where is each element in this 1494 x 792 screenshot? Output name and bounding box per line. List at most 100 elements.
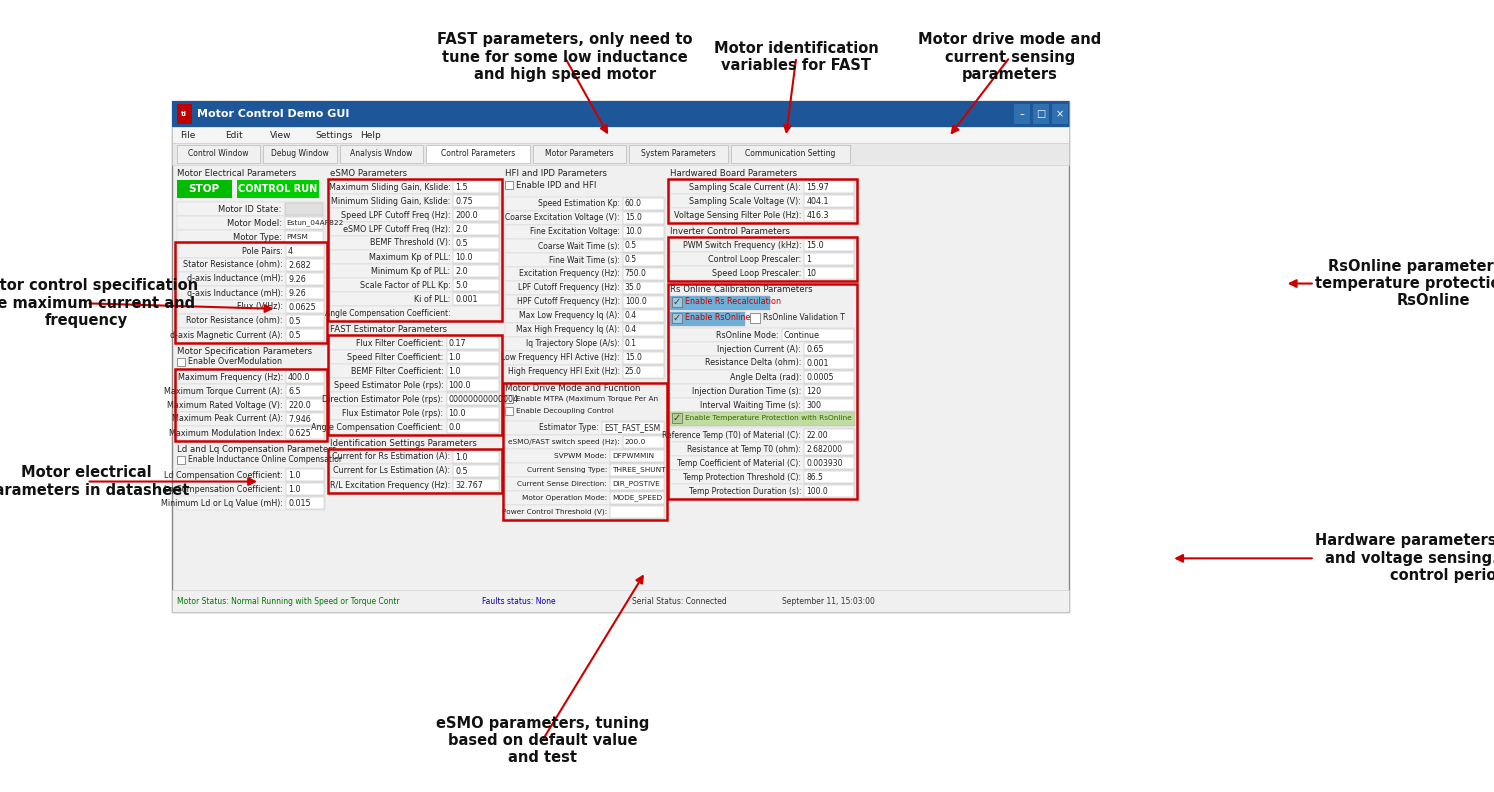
- Bar: [505, 491, 665, 505]
- Bar: [623, 338, 663, 350]
- Text: Direction Estimator Pole (rps):: Direction Estimator Pole (rps):: [323, 394, 444, 403]
- Text: Sampling Scale Current (A):: Sampling Scale Current (A):: [689, 182, 801, 192]
- Text: EST_FAST_ESM: EST_FAST_ESM: [604, 424, 660, 432]
- Text: 0.5: 0.5: [456, 238, 468, 247]
- Bar: [623, 240, 663, 252]
- Bar: [731, 145, 850, 163]
- Text: ✓: ✓: [672, 313, 681, 323]
- Text: RsOnline parameters and
temperature protection with
RsOnline: RsOnline parameters and temperature prot…: [1315, 259, 1494, 308]
- Bar: [669, 442, 855, 456]
- Bar: [533, 145, 626, 163]
- Bar: [330, 420, 500, 434]
- Bar: [176, 468, 326, 482]
- Text: Identification Settings Parameters: Identification Settings Parameters: [330, 439, 477, 448]
- Text: eSMO Parameters: eSMO Parameters: [330, 169, 408, 178]
- Text: Analysis Wndow: Analysis Wndow: [350, 150, 412, 158]
- Text: System Parameters: System Parameters: [641, 150, 716, 158]
- Bar: [505, 421, 665, 435]
- Bar: [176, 456, 185, 464]
- Bar: [669, 484, 855, 498]
- Text: Motor control specification
like maximum current and
frequency: Motor control specification like maximum…: [0, 279, 199, 328]
- Text: Resistance at Temp T0 (ohm):: Resistance at Temp T0 (ohm):: [687, 444, 801, 454]
- Bar: [623, 366, 663, 378]
- Bar: [669, 180, 855, 194]
- Bar: [804, 195, 855, 207]
- Bar: [176, 426, 326, 440]
- Bar: [750, 313, 760, 323]
- Text: Max High Frequency Iq (A):: Max High Frequency Iq (A):: [517, 326, 620, 334]
- Bar: [330, 350, 500, 364]
- Text: RsOnline Validation T: RsOnline Validation T: [763, 314, 846, 322]
- Bar: [284, 203, 323, 215]
- Text: Temp Coefficient of Material (C):: Temp Coefficient of Material (C):: [677, 459, 801, 467]
- Text: Enable RsOnline: Enable RsOnline: [686, 314, 750, 322]
- Text: q-axis Inductance (mH):: q-axis Inductance (mH):: [187, 288, 282, 298]
- Text: ✓: ✓: [672, 297, 681, 307]
- Bar: [804, 267, 855, 279]
- Text: PMSM: PMSM: [287, 234, 308, 240]
- Bar: [447, 365, 499, 377]
- Text: Rotor Resistance (ohm):: Rotor Resistance (ohm):: [187, 317, 282, 326]
- Bar: [330, 378, 500, 392]
- Text: Motor electrical
parameters in datasheet: Motor electrical parameters in datasheet: [0, 466, 190, 497]
- Text: Current for Rs Estimation (A):: Current for Rs Estimation (A):: [332, 452, 450, 462]
- Text: 0.5: 0.5: [624, 256, 636, 265]
- Bar: [453, 251, 499, 263]
- Bar: [505, 309, 665, 323]
- Bar: [623, 352, 663, 364]
- Bar: [176, 398, 326, 412]
- Text: Fine Wait Time (s):: Fine Wait Time (s):: [548, 256, 620, 265]
- Bar: [330, 250, 500, 264]
- Text: Pole Pairs:: Pole Pairs:: [242, 246, 282, 256]
- Text: 9.26: 9.26: [288, 288, 306, 298]
- Text: 120: 120: [807, 386, 822, 395]
- Text: Communication Setting: Communication Setting: [746, 150, 835, 158]
- Text: 1.0: 1.0: [448, 352, 462, 361]
- Text: 86.5: 86.5: [807, 473, 823, 482]
- Bar: [330, 264, 500, 278]
- Text: 100.0: 100.0: [807, 486, 828, 496]
- Bar: [285, 497, 324, 509]
- Text: 5.0: 5.0: [456, 280, 468, 290]
- Text: STOP: STOP: [188, 184, 220, 194]
- Text: 1: 1: [807, 254, 811, 264]
- Bar: [804, 471, 855, 483]
- Text: 0.5: 0.5: [456, 466, 468, 475]
- Text: Interval Waiting Time (s):: Interval Waiting Time (s):: [701, 401, 801, 409]
- Bar: [804, 357, 855, 369]
- Bar: [668, 179, 858, 223]
- Text: Motor Status: Normal Running with Speed or Torque Contr: Motor Status: Normal Running with Speed …: [176, 596, 399, 606]
- Bar: [172, 590, 1070, 612]
- Bar: [453, 293, 499, 305]
- Text: Motor Control Demo GUI: Motor Control Demo GUI: [197, 109, 350, 119]
- Bar: [285, 385, 324, 397]
- Bar: [505, 281, 665, 295]
- Bar: [330, 208, 500, 222]
- Text: 10.0: 10.0: [624, 227, 642, 237]
- Bar: [176, 412, 326, 426]
- Bar: [176, 145, 260, 163]
- Bar: [330, 292, 500, 306]
- Bar: [505, 225, 665, 239]
- Text: 0.75: 0.75: [456, 196, 474, 205]
- Text: –: –: [1019, 109, 1025, 119]
- Bar: [623, 310, 663, 322]
- Text: 7.946: 7.946: [288, 414, 311, 424]
- Bar: [804, 209, 855, 221]
- Bar: [669, 296, 769, 310]
- Text: Enable OverModulation: Enable OverModulation: [188, 357, 282, 367]
- Bar: [623, 254, 663, 266]
- Text: Hardwared Board Parameters: Hardwared Board Parameters: [669, 169, 798, 178]
- Bar: [285, 399, 324, 411]
- Bar: [330, 194, 500, 208]
- Text: Ld Compensation Coefficient:: Ld Compensation Coefficient:: [164, 470, 282, 479]
- Bar: [610, 464, 663, 476]
- Text: Motor Model:: Motor Model:: [227, 219, 281, 227]
- Text: File: File: [179, 131, 196, 139]
- Bar: [176, 314, 326, 328]
- Text: 0.001: 0.001: [456, 295, 478, 303]
- Bar: [330, 478, 500, 492]
- Text: Iq Trajectory Slope (A/s):: Iq Trajectory Slope (A/s):: [526, 340, 620, 348]
- Text: 0.015: 0.015: [288, 498, 311, 508]
- Bar: [610, 450, 663, 462]
